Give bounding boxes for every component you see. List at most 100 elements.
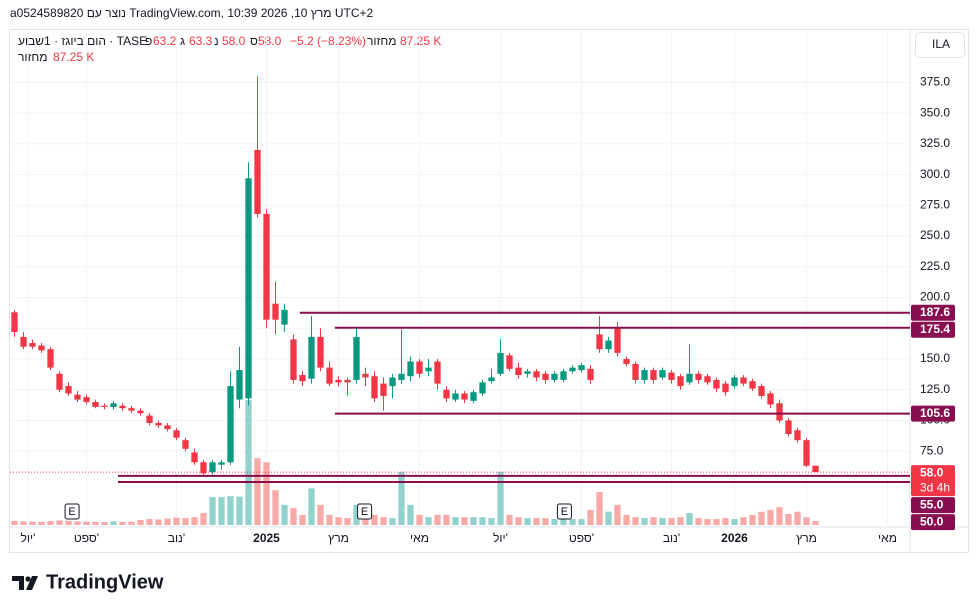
last-price-label: 58.0 xyxy=(920,465,944,479)
volume-bar xyxy=(704,519,711,525)
volume-bar xyxy=(659,518,666,525)
candle-body xyxy=(470,392,477,401)
x-tick-label: 2026 xyxy=(721,531,748,545)
candle-body xyxy=(29,343,36,347)
logo-dot xyxy=(25,576,31,582)
candle-body xyxy=(713,379,720,389)
legend-close-label: ס xyxy=(250,34,258,48)
candle-body xyxy=(299,375,306,382)
level-label: 175.4 xyxy=(920,322,950,336)
y-tick-label: 300.0 xyxy=(920,167,950,181)
volume-bar xyxy=(551,519,558,525)
candle-body xyxy=(101,405,108,407)
candle-body xyxy=(20,336,27,347)
volume-bar xyxy=(641,518,648,525)
volume-bar xyxy=(380,517,387,525)
x-tick-label: 2025 xyxy=(253,531,280,545)
candle-body xyxy=(353,336,360,380)
candle-body xyxy=(578,365,585,371)
volume-bar xyxy=(263,462,270,525)
x-tick-label: נוב' xyxy=(663,531,680,545)
volume-bar xyxy=(173,517,180,525)
volume-bar xyxy=(398,471,405,525)
candle-body xyxy=(551,373,558,380)
volume-bar xyxy=(362,517,369,525)
candle-body xyxy=(146,415,153,423)
currency-button-label[interactable]: ILA xyxy=(932,37,950,51)
volume-bar xyxy=(776,507,783,525)
volume-bar xyxy=(191,517,198,525)
countdown: 3d 4h xyxy=(920,480,950,494)
candle-body xyxy=(407,361,414,377)
volume-bar xyxy=(371,514,378,525)
volume-bar xyxy=(722,518,729,525)
candle-body xyxy=(560,371,567,380)
candle-body xyxy=(524,371,531,374)
volume-bar xyxy=(623,514,630,525)
candle-body xyxy=(56,373,63,390)
event-label: E xyxy=(361,506,368,518)
volume-bar xyxy=(65,520,72,525)
volume-bar xyxy=(713,519,720,525)
currency-button[interactable] xyxy=(915,32,965,58)
candle-body xyxy=(461,393,468,400)
volume-bar xyxy=(344,518,351,525)
logo-text: TradingView xyxy=(46,571,164,593)
volume-bar xyxy=(218,497,225,525)
event-marker xyxy=(556,503,572,520)
candle-body xyxy=(65,386,72,394)
volume-legend-value: 87.25 K xyxy=(53,50,94,64)
volume-bar xyxy=(767,509,774,525)
y-tick-label: 275.0 xyxy=(920,197,950,211)
volume-bar xyxy=(209,497,216,525)
candle-body xyxy=(686,373,693,383)
level-label-box xyxy=(911,405,955,422)
candle-body xyxy=(317,336,324,368)
candle-body xyxy=(506,355,513,369)
y-tick-label: 200.0 xyxy=(920,290,950,304)
logo: TradingView xyxy=(12,571,164,593)
candle-body xyxy=(632,363,639,380)
candle-body xyxy=(650,370,657,380)
volume-bar xyxy=(425,517,432,525)
candle-body xyxy=(191,452,198,463)
volume-bar xyxy=(587,509,594,525)
candle-body xyxy=(731,377,738,387)
volume-bar xyxy=(353,504,360,525)
volume-bar xyxy=(389,518,396,525)
volume-bar xyxy=(452,517,459,525)
x-tick-label: מאי xyxy=(878,531,897,545)
candle-body xyxy=(47,349,54,368)
symbol: הום ביוגז · 1שבוע · TASE xyxy=(18,34,147,48)
volume-bar xyxy=(533,518,540,525)
level-label-box xyxy=(911,497,955,514)
volume-bar xyxy=(74,521,81,525)
y-tick-label: 75.0 xyxy=(920,443,944,457)
volume-bar xyxy=(416,514,423,525)
volume-bar xyxy=(596,492,603,525)
volume-bar xyxy=(29,521,36,525)
volume-bar xyxy=(515,517,522,525)
candle-body xyxy=(425,367,432,372)
candle-body xyxy=(128,408,135,411)
candle-body xyxy=(803,440,810,466)
x-tick-label: יול' xyxy=(21,531,36,545)
volume-bar xyxy=(506,514,513,525)
volume-bar xyxy=(785,514,792,525)
candle-body xyxy=(200,462,207,474)
candle-body xyxy=(389,377,396,387)
volume-bar xyxy=(470,517,477,525)
level-label-box xyxy=(911,321,955,338)
volume-bar xyxy=(11,520,18,525)
volume-bar xyxy=(245,400,252,525)
volume-bar xyxy=(110,521,117,525)
candle-body xyxy=(812,465,819,473)
volume-bar xyxy=(542,518,549,525)
legend-low: 58.0 xyxy=(222,34,246,48)
y-tick-label: 150.0 xyxy=(920,351,950,365)
last-price-box xyxy=(911,465,955,497)
logo-icon xyxy=(12,576,38,590)
volume-bar xyxy=(227,496,234,525)
volume-bar xyxy=(803,517,810,525)
